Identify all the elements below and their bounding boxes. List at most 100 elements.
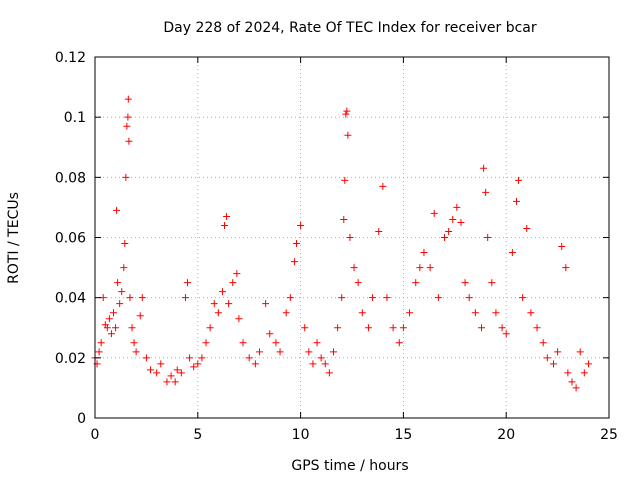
data-point bbox=[235, 315, 243, 323]
data-point bbox=[364, 324, 372, 332]
data-point bbox=[508, 249, 516, 257]
data-point bbox=[465, 294, 473, 302]
data-point bbox=[554, 348, 562, 356]
data-point bbox=[229, 279, 237, 287]
data-point bbox=[186, 354, 194, 362]
data-point bbox=[124, 113, 132, 121]
data-point bbox=[346, 234, 354, 241]
data-point bbox=[118, 288, 126, 296]
data-point bbox=[341, 176, 349, 184]
data-point bbox=[114, 279, 122, 287]
data-point bbox=[126, 294, 134, 302]
data-point bbox=[478, 324, 486, 332]
data-point bbox=[233, 270, 241, 278]
y-tick-label: 0.08 bbox=[55, 170, 86, 186]
data-point bbox=[488, 279, 496, 287]
data-point bbox=[239, 339, 247, 347]
data-point bbox=[338, 294, 346, 302]
data-point bbox=[157, 360, 165, 368]
data-point bbox=[276, 348, 284, 356]
data-point bbox=[138, 294, 146, 302]
data-point bbox=[301, 324, 309, 332]
data-point bbox=[340, 215, 348, 223]
data-point bbox=[549, 360, 557, 368]
data-point bbox=[445, 227, 453, 235]
data-points bbox=[91, 95, 592, 392]
data-point bbox=[225, 300, 233, 308]
data-point bbox=[290, 258, 298, 266]
data-point bbox=[103, 324, 111, 332]
data-point bbox=[321, 360, 329, 368]
data-point bbox=[142, 354, 150, 362]
data-point bbox=[116, 300, 124, 308]
data-point bbox=[122, 173, 130, 181]
data-point bbox=[266, 330, 274, 338]
data-point bbox=[112, 324, 120, 332]
data-point bbox=[354, 279, 362, 287]
data-point bbox=[334, 324, 342, 332]
data-point bbox=[580, 369, 588, 377]
data-point bbox=[471, 309, 479, 317]
y-tick-label: 0.04 bbox=[55, 291, 86, 307]
data-point bbox=[350, 264, 358, 272]
data-point bbox=[379, 182, 387, 190]
data-point bbox=[512, 197, 520, 205]
data-point bbox=[383, 294, 391, 302]
data-point bbox=[97, 339, 105, 347]
data-point bbox=[457, 218, 465, 226]
data-point bbox=[113, 206, 121, 214]
data-point bbox=[568, 378, 576, 386]
data-point bbox=[484, 234, 492, 241]
data-point bbox=[121, 240, 129, 248]
data-point bbox=[221, 221, 229, 229]
data-point bbox=[416, 264, 424, 272]
data-point bbox=[317, 354, 325, 362]
data-point bbox=[202, 339, 210, 347]
data-point bbox=[181, 294, 189, 302]
x-tick-label: 5 bbox=[193, 427, 202, 443]
data-point bbox=[539, 339, 547, 347]
data-point bbox=[105, 315, 113, 323]
data-point bbox=[576, 348, 584, 356]
data-point bbox=[147, 366, 155, 374]
y-tick-label: 0.02 bbox=[55, 351, 86, 367]
data-point bbox=[132, 348, 140, 356]
data-point bbox=[325, 369, 333, 377]
data-point bbox=[343, 107, 351, 115]
data-point bbox=[153, 369, 161, 377]
data-point bbox=[255, 348, 263, 356]
data-point bbox=[358, 309, 366, 317]
data-point bbox=[461, 279, 469, 287]
y-tick-label: 0.06 bbox=[55, 231, 86, 247]
data-point bbox=[190, 363, 198, 371]
data-point bbox=[214, 309, 222, 317]
data-point bbox=[124, 95, 132, 103]
data-point bbox=[399, 324, 407, 332]
data-point bbox=[313, 339, 321, 347]
data-point bbox=[453, 203, 461, 211]
data-point bbox=[498, 324, 506, 332]
data-point bbox=[171, 378, 179, 386]
data-point bbox=[292, 240, 300, 248]
data-point bbox=[206, 324, 214, 332]
data-point bbox=[130, 339, 138, 347]
data-point bbox=[282, 309, 290, 317]
data-point bbox=[110, 309, 118, 317]
data-point bbox=[562, 264, 570, 272]
data-point bbox=[584, 360, 592, 368]
data-point bbox=[136, 312, 144, 320]
data-point bbox=[210, 300, 218, 308]
data-point bbox=[449, 215, 457, 223]
data-point bbox=[128, 324, 136, 332]
data-point bbox=[389, 324, 397, 332]
chart-title: Day 228 of 2024, Rate Of TEC Index for r… bbox=[163, 20, 537, 36]
x-tick-label: 25 bbox=[600, 427, 618, 443]
data-point bbox=[519, 294, 527, 302]
data-point bbox=[184, 279, 192, 287]
data-point bbox=[120, 264, 128, 272]
data-point bbox=[198, 354, 206, 362]
data-point bbox=[543, 354, 551, 362]
